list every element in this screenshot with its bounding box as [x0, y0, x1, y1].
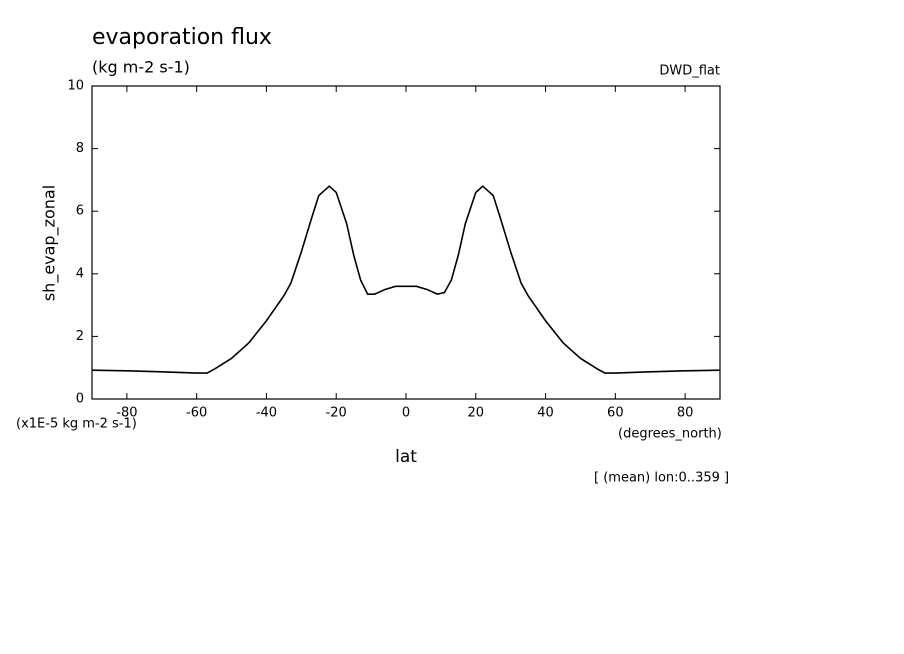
x-tick-label: -40 [256, 406, 277, 421]
y-axis-label: sh_evap_zonal [40, 185, 60, 301]
y-tick-label: 6 [76, 204, 84, 219]
y-tick-label: 0 [76, 392, 84, 407]
x-tick-label: 40 [537, 406, 554, 421]
x-tick-label: 60 [607, 406, 624, 421]
y-units-label: (x1E-5 kg m-2 s-1) [16, 417, 137, 432]
x-tick-label: 80 [677, 406, 694, 421]
y-tick-label: 4 [76, 266, 84, 281]
x-tick-label: -20 [326, 406, 347, 421]
x-tick-label: -80 [116, 406, 137, 421]
x-units-label: (degrees_north) [618, 427, 722, 442]
note: [ (mean) lon:0..359 ] [594, 471, 729, 486]
data-line [91, 185, 721, 374]
x-axis-label: lat [395, 447, 417, 467]
y-tick-label: 8 [76, 141, 84, 156]
chart-title: evaporation flux [92, 25, 272, 50]
dataset-label: DWD_flat [659, 64, 720, 79]
x-tick-label: 20 [468, 406, 485, 421]
y-tick-label: 10 [67, 79, 84, 94]
y-tick-label: 2 [76, 329, 84, 344]
x-tick-label: -60 [186, 406, 207, 421]
x-tick-label: 0 [402, 406, 410, 421]
chart-subtitle: (kg m-2 s-1) [92, 58, 190, 77]
